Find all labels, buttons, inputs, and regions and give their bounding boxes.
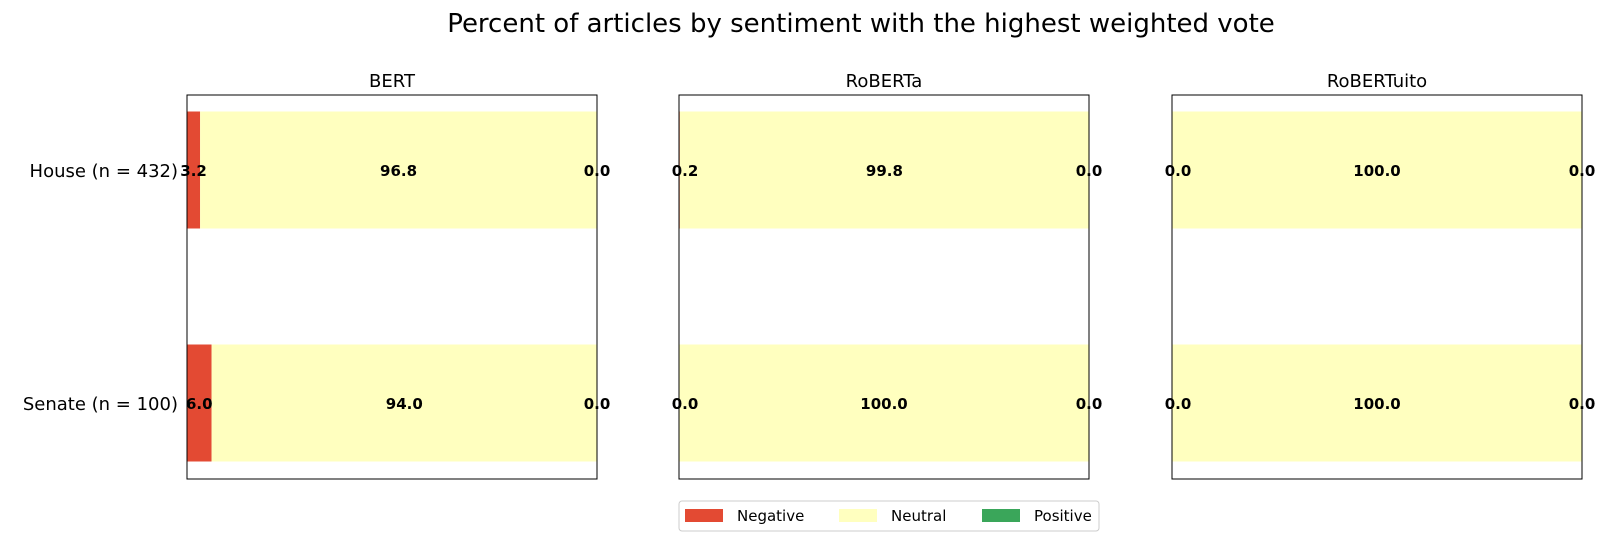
legend-item-neutral: Neutral <box>839 507 946 525</box>
value-label-robertuito-house-n-432-negative: 0.0 <box>1165 162 1192 180</box>
panel-title-bert: BERT <box>369 71 416 92</box>
category-labels: House (n = 432) Senate (n = 100) <box>23 161 178 415</box>
value-label-roberta-house-n-432-neutral: 99.8 <box>866 162 903 180</box>
legend-item-positive: Positive <box>982 507 1092 525</box>
legend-swatch-neutral <box>839 509 877 522</box>
legend: Negative Neutral Positive <box>678 500 1100 532</box>
bar-bert-senate-n-100-neutral <box>211 344 597 462</box>
panel-frame-bert <box>186 94 598 480</box>
panel-frame-robertuito <box>1171 94 1583 480</box>
bar-bert-house-n-432-negative <box>187 111 201 229</box>
value-label-bert-senate-n-100-neutral: 94.0 <box>386 395 423 413</box>
value-label-robertuito-senate-n-100-neutral: 100.0 <box>1353 395 1400 413</box>
value-label-roberta-house-n-432-negative: 0.2 <box>672 162 699 180</box>
value-label-bert-house-n-432-negative: 3.2 <box>180 162 207 180</box>
legend-item-negative: Negative <box>685 507 804 525</box>
value-label-bert-house-n-432-neutral: 96.8 <box>380 162 417 180</box>
bar-roberta-house-n-432-neutral <box>679 111 1089 229</box>
bar-robertuito-senate-n-100-neutral <box>1172 344 1582 462</box>
bar-bert-house-n-432-neutral <box>200 111 597 229</box>
legend-box <box>678 500 1100 532</box>
legend-label-neutral: Neutral <box>891 507 946 525</box>
category-label-house-n-432: House (n = 432) <box>30 161 178 182</box>
legend-swatch-negative <box>685 509 723 522</box>
category-label-senate-n-100: Senate (n = 100) <box>23 394 178 415</box>
bar-bert-senate-n-100-negative <box>187 344 212 462</box>
value-label-roberta-senate-n-100-neutral: 100.0 <box>860 395 907 413</box>
legend-label-negative: Negative <box>737 507 804 525</box>
panel-title-roberta: RoBERTa <box>846 71 923 92</box>
value-label-robertuito-house-n-432-neutral: 100.0 <box>1353 162 1400 180</box>
value-label-robertuito-senate-n-100-negative: 0.0 <box>1165 395 1192 413</box>
chart-title: Percent of articles by sentiment with th… <box>447 9 1275 39</box>
value-label-bert-senate-n-100-negative: 6.0 <box>186 395 213 413</box>
bar-roberta-senate-n-100-neutral <box>679 344 1089 462</box>
panel-title-robertuito: RoBERTuito <box>1327 71 1427 92</box>
value-label-roberta-senate-n-100-negative: 0.0 <box>672 395 699 413</box>
bar-robertuito-house-n-432-neutral <box>1172 111 1582 229</box>
panel-frame-roberta <box>678 94 1090 480</box>
legend-label-positive: Positive <box>1034 507 1092 525</box>
legend-swatch-positive <box>982 509 1020 522</box>
